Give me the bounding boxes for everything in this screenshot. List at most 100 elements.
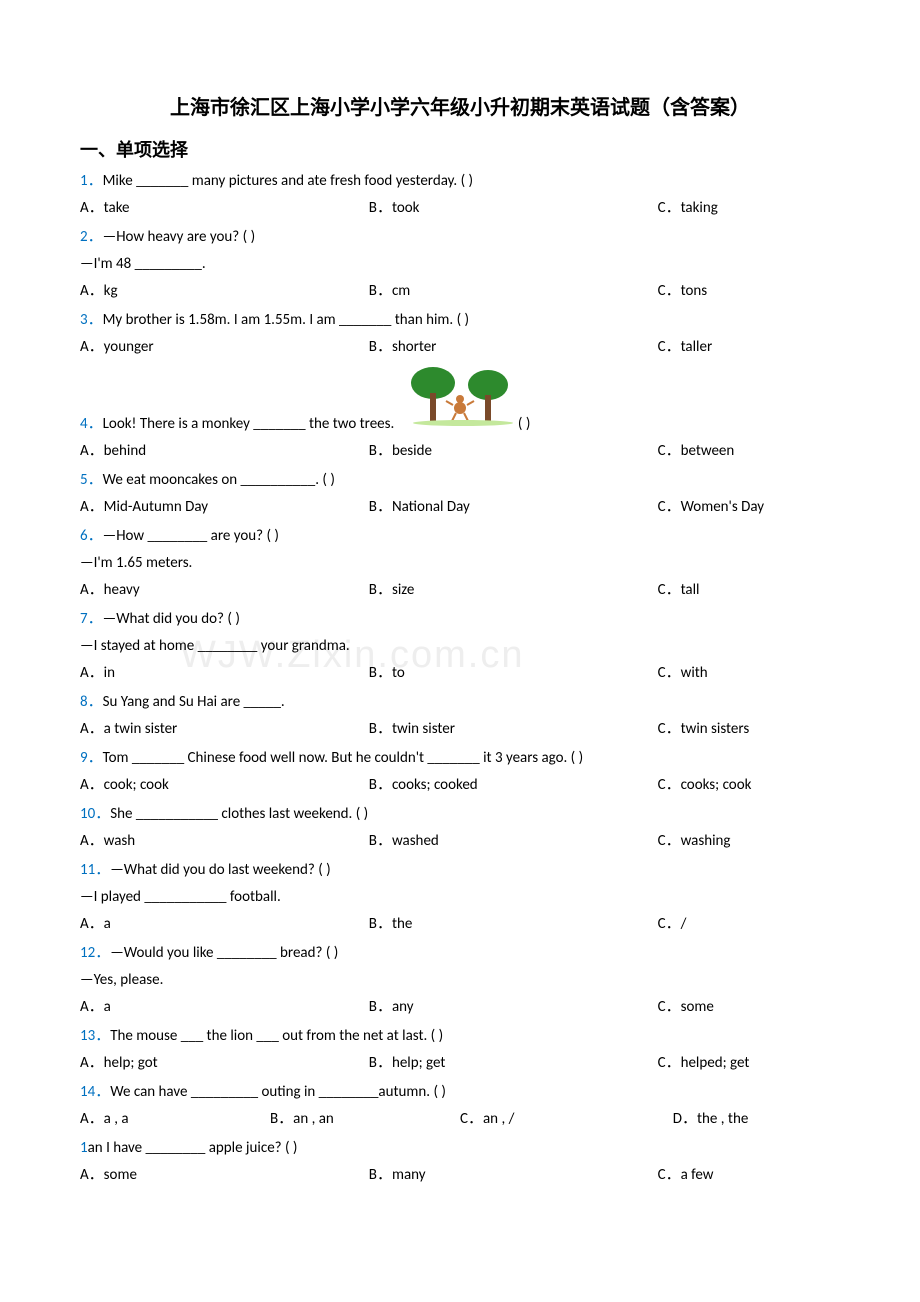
option: A．help; got: [80, 1050, 369, 1077]
question-number: 10．: [80, 805, 110, 823]
question-line: 2．—How heavy are you? ( ): [80, 224, 840, 251]
option: A．take: [80, 195, 369, 222]
option: D．the , the: [673, 1106, 840, 1133]
option: A．a: [80, 994, 369, 1021]
options-row: A．aB．theC．/: [80, 911, 840, 938]
question: 10．She ___________ clothes last weekend.…: [80, 801, 840, 855]
option: A．wash: [80, 828, 369, 855]
question-line: 1．Mike _______ many pictures and ate fre…: [80, 168, 840, 195]
question-text: —How heavy are you? ( ): [103, 228, 256, 246]
option: C．cooks; cook: [658, 772, 840, 799]
options-row: A．takeB．tookC．taking: [80, 195, 840, 222]
option: B．twin sister: [369, 716, 658, 743]
options-row: A．kgB．cmC．tons: [80, 278, 840, 305]
option: B．the: [369, 911, 658, 938]
question: 3．My brother is 1.58m. I am 1.55m. I am …: [80, 307, 840, 361]
question-text: My brother is 1.58m. I am 1.55m. I am __…: [103, 311, 469, 329]
question-line: 3．My brother is 1.58m. I am 1.55m. I am …: [80, 307, 840, 334]
option: A．in: [80, 660, 369, 687]
option: C．helped; get: [658, 1050, 840, 1077]
question: 8．Su Yang and Su Hai are _____. A．a twin …: [80, 689, 840, 743]
question: 6．—How ________ are you? ( )—I'm 1.65 me…: [80, 523, 840, 604]
option: C．a few: [658, 1162, 840, 1189]
option: C．with: [658, 660, 840, 687]
question-line: 11．—What did you do last weekend? ( ): [80, 857, 840, 884]
options-row: A．cook; cookB．cooks; cookedC．cooks; cook: [80, 772, 840, 799]
option: A．some: [80, 1162, 369, 1189]
question: 5．We eat mooncakes on __________. ( ) A．M…: [80, 467, 840, 521]
option: A．kg: [80, 278, 369, 305]
question: 12．—Would you like ________ bread? ( )—Y…: [80, 940, 840, 1021]
question-line: 6．—How ________ are you? ( ): [80, 523, 840, 550]
option: B．many: [369, 1162, 658, 1189]
option: C．taller: [658, 334, 840, 361]
question-number: 6．: [80, 527, 103, 545]
question-number: 5．: [80, 471, 103, 489]
document-title: 上海市徐汇区上海小学小学六年级小升初期末英语试题（含答案）: [80, 90, 840, 126]
option: A．cook; cook: [80, 772, 369, 799]
question: 2．—How heavy are you? ( )—I'm 48 _______…: [80, 224, 840, 305]
question-number: 13．: [80, 1027, 110, 1045]
question-line: 10．She ___________ clothes last weekend.…: [80, 801, 840, 828]
option: B．any: [369, 994, 658, 1021]
option: B．took: [369, 195, 658, 222]
options-row: A．behindB．besideC．between: [80, 438, 840, 465]
question-text: Su Yang and Su Hai are _____.: [103, 693, 285, 711]
question: 7．—What did you do? ( ) WJW.Zixin.com.cn…: [80, 606, 840, 687]
question: 11．—What did you do last weekend? ( )—I …: [80, 857, 840, 938]
question-text: —How ________ are you? ( ): [103, 527, 279, 545]
questions-container: 1．Mike _______ many pictures and ate fre…: [80, 168, 840, 1189]
question-continuation: —I'm 48 _________.: [80, 251, 840, 278]
option: A．a , a: [80, 1106, 270, 1133]
question-text: an I have ________ apple juice? ( ): [88, 1139, 298, 1157]
question: 9．Tom _______ Chinese food well now. But…: [80, 745, 840, 799]
option: C．some: [658, 994, 840, 1021]
question-number: 3．: [80, 311, 103, 329]
section-header: 一、单项选择: [80, 134, 840, 166]
option: B．to: [369, 660, 658, 687]
option: C．between: [658, 438, 840, 465]
option: A．Mid-Autumn Day: [80, 494, 369, 521]
question-text: Tom _______ Chinese food well now. But h…: [103, 749, 584, 767]
options-row: A．aB．anyC．some: [80, 994, 840, 1021]
question-number: 1．: [80, 172, 103, 190]
question-text: We eat mooncakes on __________. ( ): [103, 471, 335, 489]
question-text: —What did you do last weekend? ( ): [110, 861, 331, 879]
options-row: A．a , aB．an , anC．an , /D．the , the: [80, 1106, 840, 1133]
question-line: 14．We can have _________ outing in _____…: [80, 1079, 840, 1106]
question: 1．Mike _______ many pictures and ate fre…: [80, 168, 840, 222]
question-text: Look! There is a monkey _______ the two …: [103, 415, 395, 433]
question-continuation: —Yes, please.: [80, 967, 840, 994]
option: B．an , an: [270, 1106, 460, 1133]
question-line: 1an I have ________ apple juice? ( ): [80, 1135, 840, 1162]
question-number: 9．: [80, 749, 103, 767]
question: 4．Look! There is a monkey _______ the tw…: [80, 363, 840, 465]
question-text: Mike _______ many pictures and ate fresh…: [103, 172, 473, 190]
question-number: 2．: [80, 228, 103, 246]
question-continuation: WJW.Zixin.com.cn —I stayed at home _____…: [80, 633, 840, 660]
question-text: —What did you do? ( ): [103, 610, 240, 628]
option: C．taking: [658, 195, 840, 222]
option: A．younger: [80, 334, 369, 361]
options-row: A．youngerB．shorterC．taller: [80, 334, 840, 361]
option: C．washing: [658, 828, 840, 855]
question-number: 1: [80, 1139, 88, 1157]
option: B．washed: [369, 828, 658, 855]
question-continuation: —I'm 1.65 meters.: [80, 550, 840, 577]
options-row: A．washB．washedC．washing: [80, 828, 840, 855]
question-number: 12．: [80, 944, 110, 962]
option: A．heavy: [80, 577, 369, 604]
question-number: 11．: [80, 861, 110, 879]
options-row: A．a twin sisterB．twin sisterC．twin siste…: [80, 716, 840, 743]
option: B．shorter: [369, 334, 658, 361]
question-line: 7．—What did you do? ( ): [80, 606, 840, 633]
question-number: 14．: [80, 1083, 110, 1101]
options-row: A．someB．manyC．a few: [80, 1162, 840, 1189]
question: 13．The mouse ___ the lion ___ out from t…: [80, 1023, 840, 1077]
question-line: 9．Tom _______ Chinese food well now. But…: [80, 745, 840, 772]
question-number: 7．: [80, 610, 103, 628]
question: 1an I have ________ apple juice? ( )A．so…: [80, 1135, 840, 1189]
options-row: A．inB．toC．with: [80, 660, 840, 687]
question-number: 8．: [80, 693, 103, 711]
option: C．Women's Day: [658, 494, 840, 521]
